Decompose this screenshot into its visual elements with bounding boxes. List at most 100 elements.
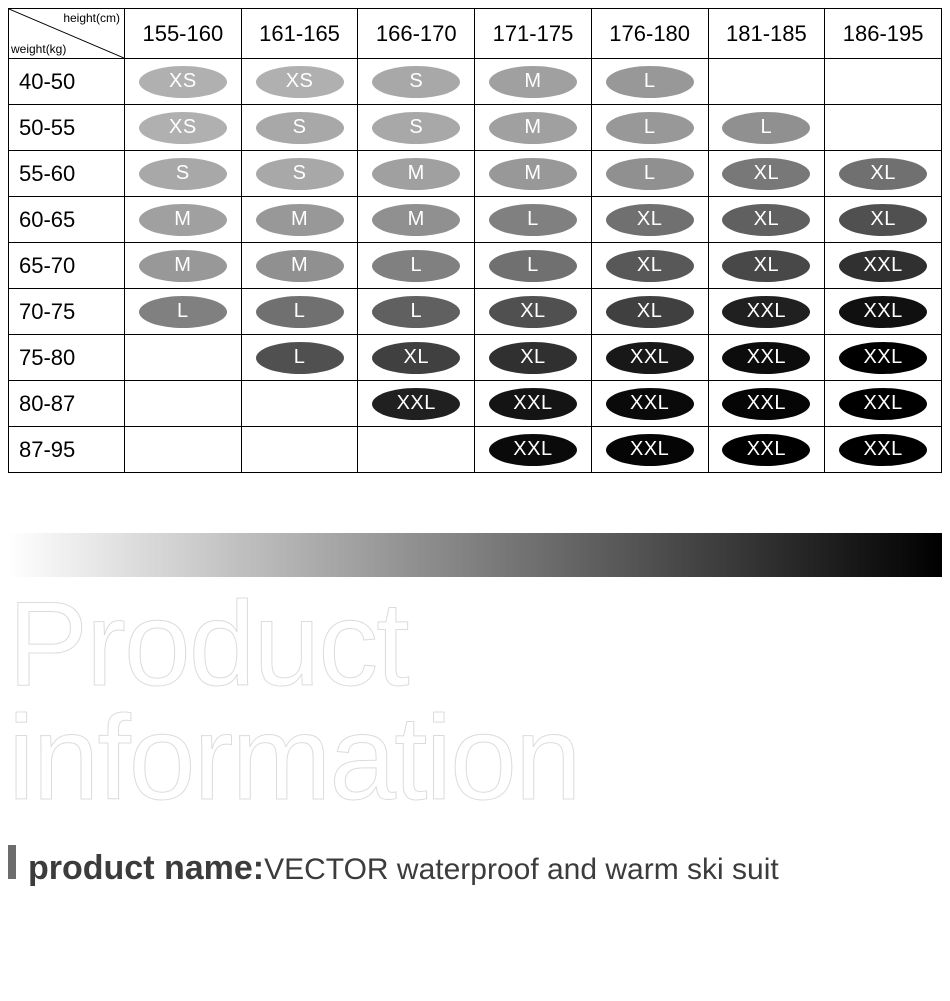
size-pill: S bbox=[256, 112, 344, 144]
size-pill: XXL bbox=[839, 342, 927, 374]
size-pill: XL bbox=[722, 250, 810, 282]
weight-row-label: 50-55 bbox=[9, 105, 125, 151]
size-cell: XL bbox=[825, 151, 942, 197]
height-col-3: 171-175 bbox=[475, 9, 592, 59]
size-cell: M bbox=[125, 197, 242, 243]
product-name-label: product name: bbox=[28, 849, 264, 888]
height-col-1: 161-165 bbox=[241, 9, 358, 59]
size-pill: L bbox=[372, 250, 460, 282]
size-pill: XXL bbox=[606, 388, 694, 420]
size-cell: M bbox=[241, 197, 358, 243]
size-cell: M bbox=[358, 197, 475, 243]
size-cell: XXL bbox=[475, 427, 592, 473]
weight-row-label: 55-60 bbox=[9, 151, 125, 197]
size-cell: L bbox=[475, 243, 592, 289]
size-pill: XL bbox=[372, 342, 460, 374]
size-pill: XXL bbox=[372, 388, 460, 420]
size-cell: M bbox=[241, 243, 358, 289]
size-pill: M bbox=[372, 158, 460, 190]
size-cell: XXL bbox=[708, 381, 825, 427]
size-cell: M bbox=[475, 105, 592, 151]
size-cell bbox=[125, 381, 242, 427]
size-pill: L bbox=[489, 204, 577, 236]
size-pill: L bbox=[489, 250, 577, 282]
size-cell: XL bbox=[358, 335, 475, 381]
size-cell: XXL bbox=[358, 381, 475, 427]
size-cell: XXL bbox=[591, 335, 708, 381]
gradient-divider-bar bbox=[8, 533, 942, 577]
size-cell: XXL bbox=[825, 381, 942, 427]
size-pill: XXL bbox=[722, 434, 810, 466]
size-cell: XS bbox=[241, 59, 358, 105]
height-col-4: 176-180 bbox=[591, 9, 708, 59]
size-cell: L bbox=[358, 243, 475, 289]
size-cell: M bbox=[475, 59, 592, 105]
size-cell: XL bbox=[591, 243, 708, 289]
size-cell bbox=[125, 427, 242, 473]
size-cell: XXL bbox=[825, 427, 942, 473]
size-cell: S bbox=[125, 151, 242, 197]
size-pill: XL bbox=[839, 204, 927, 236]
size-pill: XXL bbox=[489, 434, 577, 466]
corner-header: height(cm) weight(kg) bbox=[9, 9, 125, 59]
weight-axis-label: weight(kg) bbox=[11, 42, 66, 56]
size-pill: XXL bbox=[606, 342, 694, 374]
size-pill: M bbox=[489, 66, 577, 98]
size-cell: XXL bbox=[708, 335, 825, 381]
size-pill: XL bbox=[606, 296, 694, 328]
size-pill: XXL bbox=[489, 388, 577, 420]
weight-row-label: 80-87 bbox=[9, 381, 125, 427]
size-pill: XL bbox=[722, 204, 810, 236]
size-cell: L bbox=[591, 59, 708, 105]
size-cell: L bbox=[475, 197, 592, 243]
size-pill: M bbox=[372, 204, 460, 236]
size-cell: L bbox=[591, 105, 708, 151]
size-pill: XXL bbox=[722, 388, 810, 420]
size-cell: XL bbox=[475, 289, 592, 335]
weight-row-label: 60-65 bbox=[9, 197, 125, 243]
size-cell: XXL bbox=[708, 427, 825, 473]
size-pill: M bbox=[256, 204, 344, 236]
size-cell: L bbox=[241, 289, 358, 335]
size-cell bbox=[708, 59, 825, 105]
size-pill: L bbox=[256, 342, 344, 374]
size-cell: L bbox=[241, 335, 358, 381]
size-pill: XS bbox=[256, 66, 344, 98]
size-cell: XL bbox=[825, 197, 942, 243]
size-pill: XXL bbox=[722, 296, 810, 328]
size-pill: XL bbox=[839, 158, 927, 190]
size-pill: XXL bbox=[839, 250, 927, 282]
height-col-6: 186-195 bbox=[825, 9, 942, 59]
watermark-line2: information bbox=[8, 701, 942, 815]
size-cell: L bbox=[591, 151, 708, 197]
size-pill: L bbox=[722, 112, 810, 144]
size-cell: XL bbox=[708, 197, 825, 243]
watermark-line1: Product bbox=[8, 587, 942, 701]
height-axis-label: height(cm) bbox=[63, 11, 120, 25]
size-cell: XL bbox=[475, 335, 592, 381]
height-col-5: 181-185 bbox=[708, 9, 825, 59]
size-pill: S bbox=[256, 158, 344, 190]
size-pill: XXL bbox=[606, 434, 694, 466]
size-cell: L bbox=[125, 289, 242, 335]
size-pill: M bbox=[489, 112, 577, 144]
size-pill: S bbox=[372, 112, 460, 144]
size-pill: XL bbox=[606, 204, 694, 236]
size-pill: XXL bbox=[839, 434, 927, 466]
weight-row-label: 75-80 bbox=[9, 335, 125, 381]
size-cell: XXL bbox=[475, 381, 592, 427]
size-cell bbox=[358, 427, 475, 473]
size-cell: S bbox=[241, 105, 358, 151]
size-cell: S bbox=[358, 59, 475, 105]
size-pill: L bbox=[606, 66, 694, 98]
size-pill: XXL bbox=[722, 342, 810, 374]
size-cell bbox=[825, 59, 942, 105]
weight-row-label: 65-70 bbox=[9, 243, 125, 289]
size-pill: M bbox=[139, 204, 227, 236]
size-chart-table: height(cm) weight(kg) 155-160161-165166-… bbox=[8, 8, 942, 473]
size-cell bbox=[241, 427, 358, 473]
size-pill: XS bbox=[139, 112, 227, 144]
size-cell: XXL bbox=[708, 289, 825, 335]
product-name-line: product name: VECTOR waterproof and warm… bbox=[8, 845, 942, 888]
height-col-0: 155-160 bbox=[125, 9, 242, 59]
